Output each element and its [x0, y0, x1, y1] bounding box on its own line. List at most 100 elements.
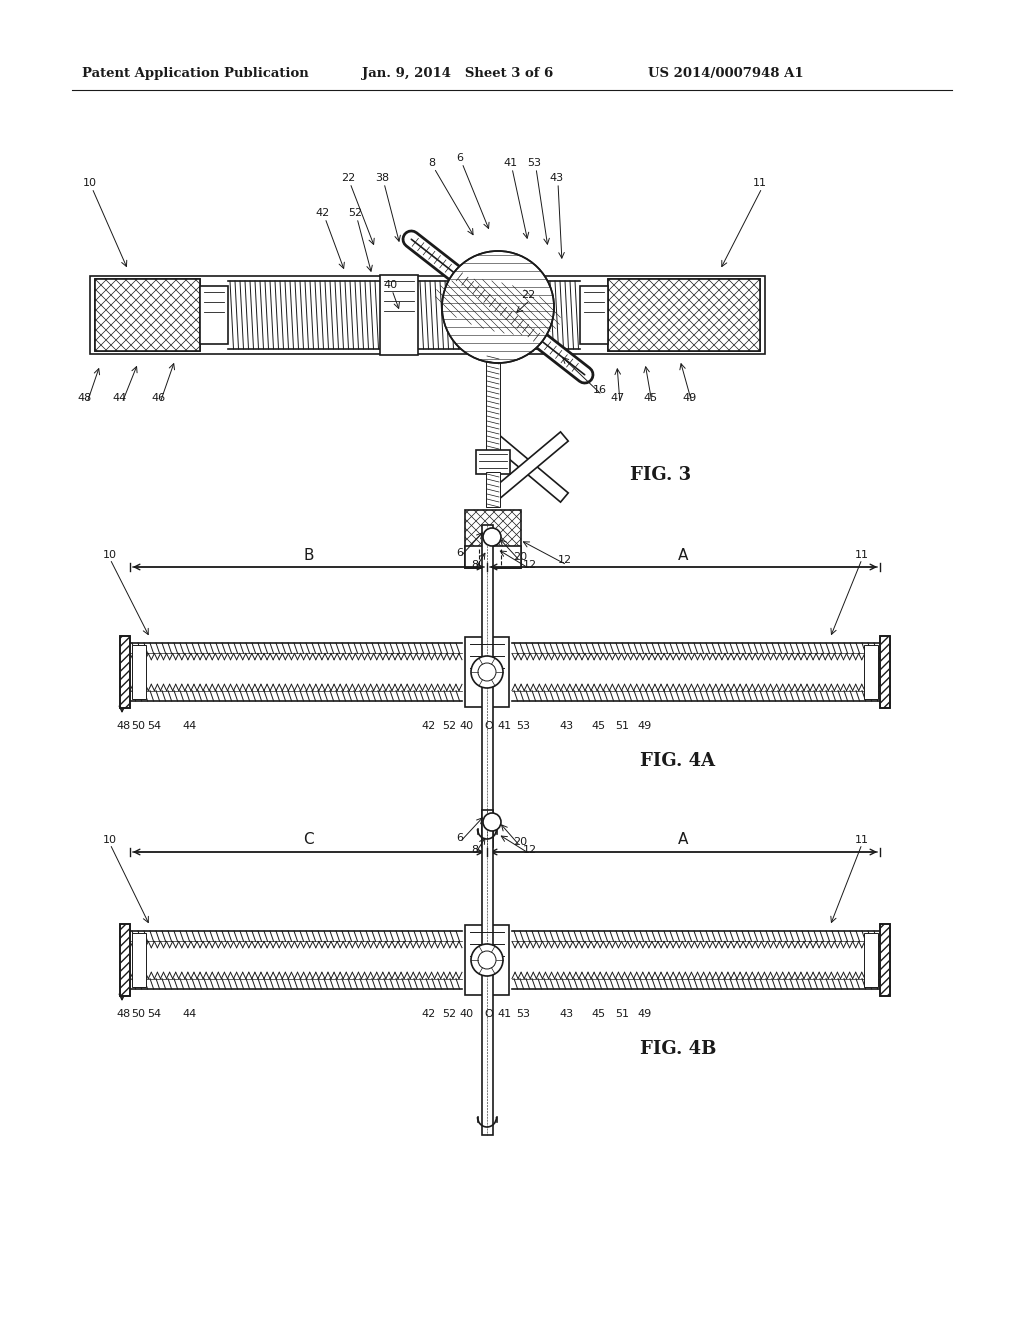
Text: 45: 45	[643, 393, 657, 403]
Circle shape	[471, 944, 503, 975]
Text: C: C	[303, 833, 313, 847]
Text: 22: 22	[521, 290, 536, 300]
Text: A: A	[678, 833, 689, 847]
Text: FIG. 4A: FIG. 4A	[640, 752, 715, 770]
Bar	[380, 275, 418, 355]
Text: 49: 49	[638, 1008, 652, 1019]
Text: 41: 41	[498, 721, 512, 731]
Text: 45: 45	[592, 1008, 606, 1019]
Text: 51: 51	[615, 721, 629, 731]
Text: 8: 8	[471, 560, 478, 570]
Bar	[864, 645, 878, 700]
Text: 11: 11	[855, 836, 869, 845]
Bar	[880, 636, 890, 708]
Circle shape	[442, 251, 554, 363]
Text: 53: 53	[527, 158, 541, 168]
Text: 40: 40	[460, 1008, 474, 1019]
Text: 52: 52	[348, 209, 362, 218]
Bar	[864, 933, 878, 987]
Text: 41: 41	[498, 1008, 512, 1019]
Bar	[120, 924, 130, 997]
Text: Jan. 9, 2014   Sheet 3 of 6: Jan. 9, 2014 Sheet 3 of 6	[362, 66, 553, 79]
Text: 12: 12	[523, 560, 537, 570]
Bar	[132, 933, 146, 987]
Text: 50: 50	[131, 1008, 145, 1019]
Bar	[476, 450, 510, 474]
Text: 52: 52	[442, 721, 456, 731]
Bar	[90, 276, 765, 354]
Text: 50: 50	[131, 721, 145, 731]
Text: 6: 6	[457, 833, 464, 843]
Text: 48: 48	[78, 393, 92, 403]
Text: 20: 20	[513, 552, 527, 562]
Bar	[200, 286, 228, 345]
Bar	[132, 645, 146, 700]
Text: 40: 40	[460, 721, 474, 731]
Text: Patent Application Publication: Patent Application Publication	[82, 66, 309, 79]
Text: 38: 38	[375, 173, 389, 183]
Text: 45: 45	[592, 721, 606, 731]
Text: 8: 8	[471, 845, 478, 855]
Text: 16: 16	[593, 385, 607, 395]
Text: 44: 44	[113, 393, 127, 403]
Text: 54: 54	[146, 721, 161, 731]
Text: 44: 44	[183, 721, 198, 731]
Bar	[880, 636, 890, 708]
Text: 40: 40	[383, 280, 397, 290]
Text: 53: 53	[516, 1008, 530, 1019]
Text: 43: 43	[560, 721, 574, 731]
Text: 52: 52	[442, 1008, 456, 1019]
Text: B: B	[303, 548, 313, 562]
Text: O: O	[484, 1008, 494, 1019]
Bar	[120, 636, 130, 708]
Text: 51: 51	[615, 1008, 629, 1019]
Text: 49: 49	[638, 721, 652, 731]
Circle shape	[483, 813, 501, 832]
Bar	[486, 473, 500, 507]
Bar	[120, 636, 130, 708]
Bar	[880, 924, 890, 997]
Text: 44: 44	[183, 1008, 198, 1019]
Text: 10: 10	[83, 178, 97, 187]
Text: 10: 10	[103, 836, 117, 845]
Text: 47: 47	[611, 393, 625, 403]
Text: 41: 41	[503, 158, 517, 168]
Bar	[481, 810, 493, 1135]
Text: 10: 10	[103, 550, 117, 560]
Bar	[481, 525, 493, 847]
Polygon shape	[487, 432, 568, 502]
Text: 42: 42	[422, 721, 436, 731]
Text: 42: 42	[315, 209, 330, 218]
Text: 49: 49	[683, 393, 697, 403]
Circle shape	[471, 656, 503, 688]
Bar	[95, 279, 200, 351]
Bar	[120, 924, 130, 997]
Text: 48: 48	[117, 1008, 131, 1019]
Bar	[880, 924, 890, 997]
Text: 12: 12	[558, 554, 572, 565]
Circle shape	[483, 528, 501, 546]
Text: 11: 11	[753, 178, 767, 187]
Text: A: A	[678, 548, 689, 562]
Text: O: O	[484, 721, 494, 731]
Text: 6: 6	[457, 548, 464, 558]
Text: US 2014/0007948 A1: US 2014/0007948 A1	[648, 66, 804, 79]
Bar	[465, 925, 509, 995]
Text: 12: 12	[523, 845, 537, 855]
Bar	[608, 279, 760, 351]
Text: 46: 46	[151, 393, 165, 403]
Text: 6: 6	[457, 153, 464, 162]
Text: 20: 20	[513, 837, 527, 847]
Text: 43: 43	[560, 1008, 574, 1019]
Text: 42: 42	[422, 1008, 436, 1019]
Text: 48: 48	[117, 721, 131, 731]
Bar	[95, 279, 200, 351]
Bar	[486, 352, 500, 473]
Bar	[608, 279, 760, 351]
Text: 54: 54	[146, 1008, 161, 1019]
Bar	[465, 546, 521, 568]
Text: 53: 53	[516, 721, 530, 731]
Text: 22: 22	[341, 173, 355, 183]
Text: 8: 8	[428, 158, 435, 168]
Text: 43: 43	[549, 173, 563, 183]
